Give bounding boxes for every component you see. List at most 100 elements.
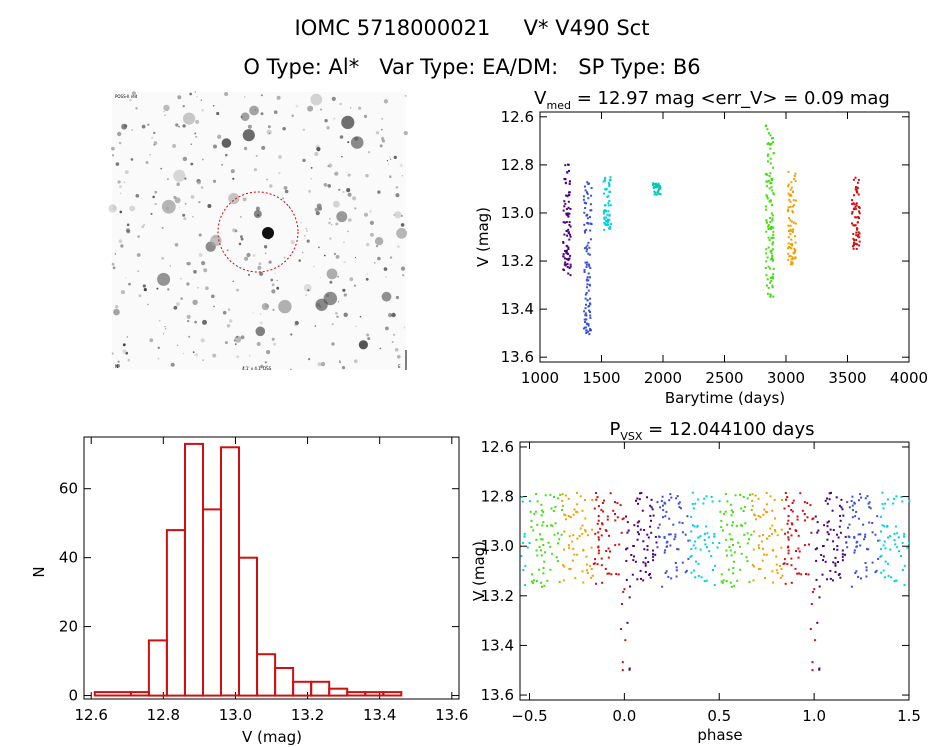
data-point — [816, 531, 819, 534]
data-point — [568, 224, 571, 226]
data-point — [766, 185, 769, 188]
data-point — [655, 541, 658, 544]
data-point — [540, 538, 543, 541]
data-point — [858, 244, 861, 247]
data-point — [568, 169, 570, 172]
star — [180, 278, 182, 280]
data-point — [635, 499, 637, 502]
data-point — [569, 568, 572, 570]
star — [163, 104, 170, 112]
data-point — [787, 242, 790, 245]
data-point — [853, 224, 856, 227]
data-point — [633, 555, 635, 558]
data-point — [621, 669, 624, 672]
star — [400, 266, 406, 271]
data-point — [769, 276, 772, 279]
data-point — [569, 254, 572, 257]
data-point — [567, 206, 570, 209]
star — [269, 184, 273, 188]
data-point — [586, 534, 589, 537]
data-point — [789, 228, 792, 231]
data-point — [697, 562, 700, 565]
star — [335, 222, 339, 226]
data-point — [530, 526, 533, 529]
star — [117, 180, 121, 184]
data-point — [568, 221, 571, 224]
data-point — [626, 621, 629, 624]
star — [389, 156, 391, 158]
star — [119, 210, 123, 214]
star — [252, 254, 256, 257]
data-point — [608, 534, 610, 537]
data-point — [842, 514, 845, 517]
data-point — [780, 568, 783, 570]
star — [188, 335, 191, 338]
data-point — [765, 208, 767, 211]
light-curve-chart: Vmed = 12.97 mag <err_V> = 0.09 mag Bary… — [474, 88, 928, 407]
star — [394, 211, 402, 219]
data-point — [864, 562, 867, 564]
data-point — [737, 541, 740, 544]
data-point — [730, 509, 733, 512]
data-point — [637, 502, 639, 505]
star — [394, 347, 399, 352]
star — [347, 230, 349, 233]
star — [257, 265, 262, 270]
data-point — [591, 528, 594, 531]
data-point — [725, 538, 728, 541]
data-point — [539, 549, 542, 552]
data-point — [855, 190, 858, 193]
star — [381, 117, 384, 120]
data-point — [856, 186, 859, 189]
data-point — [884, 576, 886, 579]
data-point — [553, 496, 555, 498]
data-point — [667, 533, 670, 536]
data-point — [584, 326, 587, 329]
data-point — [576, 511, 579, 514]
data-point — [588, 309, 591, 312]
data-point — [567, 215, 570, 218]
data-point — [789, 200, 792, 203]
star — [329, 218, 331, 220]
star — [284, 189, 289, 194]
data-point — [792, 228, 795, 231]
star — [236, 288, 240, 292]
data-point — [844, 553, 846, 556]
data-point — [810, 603, 813, 605]
data-point — [764, 267, 767, 269]
data-point — [563, 263, 566, 266]
star — [247, 273, 251, 276]
star — [161, 199, 176, 214]
data-point — [859, 544, 862, 547]
data-point — [675, 497, 678, 500]
star — [221, 163, 224, 166]
data-point — [798, 572, 800, 575]
data-point — [788, 230, 791, 233]
data-point — [732, 544, 734, 546]
data-point — [693, 525, 696, 528]
data-point — [732, 560, 735, 563]
data-point — [725, 580, 728, 582]
data-point — [857, 517, 860, 520]
data-point — [571, 540, 574, 543]
data-point — [811, 518, 814, 521]
data-point — [608, 178, 611, 181]
data-point — [604, 209, 606, 212]
star — [226, 324, 231, 328]
data-point — [540, 503, 543, 506]
data-point — [581, 509, 584, 512]
data-point — [593, 562, 596, 565]
data-point — [769, 527, 772, 530]
data-point — [826, 502, 829, 505]
data-point — [793, 178, 796, 181]
data-point — [662, 516, 664, 519]
data-point — [601, 581, 604, 584]
data-point — [732, 521, 734, 524]
data-point — [766, 221, 768, 224]
data-point — [540, 554, 543, 557]
data-point — [790, 181, 793, 184]
data-point — [764, 205, 767, 208]
data-point — [880, 554, 883, 557]
star — [261, 145, 266, 150]
star — [198, 201, 201, 204]
